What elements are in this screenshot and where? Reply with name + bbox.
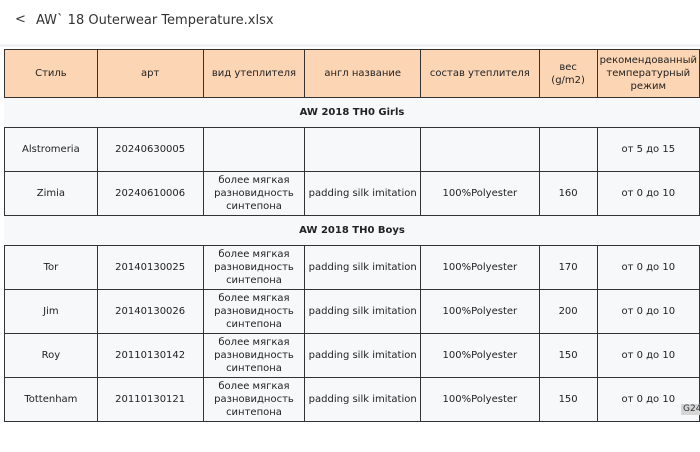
column-header[interactable]: рекомендованный температурный режим: [596, 49, 700, 98]
table-cell[interactable]: Tor: [4, 245, 98, 290]
table-row: Jim 20140130026 более мягкая разновидность…: [4, 289, 700, 334]
spreadsheet-table: Стиль арт вид утеплителя англ название соста…: [4, 49, 700, 422]
table-cell[interactable]: Tottenham: [4, 377, 98, 422]
table-row: Tor 20140130025 более мягкая разновидность…: [4, 245, 700, 290]
table-cell[interactable]: от 0 до 10: [596, 333, 700, 378]
column-header[interactable]: вес (g/m2): [538, 49, 598, 98]
top-bar: < AW` 18 Outerwear Temperature.xlsx: [0, 0, 700, 47]
back-button[interactable]: <: [15, 12, 26, 27]
table-cell[interactable]: padding silk imitation: [304, 289, 421, 334]
table-cell[interactable]: [304, 127, 421, 172]
table-cell[interactable]: более мягкая разновидность синтепона: [202, 245, 306, 290]
table-cell[interactable]: 160: [538, 171, 598, 216]
table-cell[interactable]: 100%Polyester: [419, 377, 540, 422]
table-cell[interactable]: [538, 127, 598, 172]
file-title: AW` 18 Outerwear Temperature.xlsx: [36, 13, 274, 28]
table-row: Tottenham 20110130121 более мягкая разнови…: [4, 377, 700, 422]
column-header[interactable]: арт: [96, 49, 204, 98]
group-title[interactable]: AW 2018 TH0 Boys: [4, 215, 700, 246]
table-cell[interactable]: 20240630005: [96, 127, 204, 172]
table-row: Roy 20110130142 более мягкая разновидность…: [4, 333, 700, 378]
table-cell[interactable]: padding silk imitation: [304, 333, 421, 378]
table-row: Alstromeria 20240630005 от 5 до 15: [4, 127, 700, 172]
cell-reference-tag: G24: [681, 404, 700, 415]
table-cell[interactable]: 150: [538, 333, 598, 378]
table-cell[interactable]: padding silk imitation: [304, 245, 421, 290]
table-cell[interactable]: Roy: [4, 333, 98, 378]
table-cell[interactable]: [202, 127, 306, 172]
column-header[interactable]: состав утеплителя: [419, 49, 540, 98]
table-cell[interactable]: 150: [538, 377, 598, 422]
table-cell[interactable]: от 0 до 10: [596, 245, 700, 290]
table-cell[interactable]: более мягкая разновидность синтепона: [202, 333, 306, 378]
table-cell[interactable]: 20240610006: [96, 171, 204, 216]
table-cell[interactable]: 100%Polyester: [419, 333, 540, 378]
column-header[interactable]: англ название: [304, 49, 421, 98]
table-cell[interactable]: от 0 до 10: [596, 289, 700, 334]
table-cell[interactable]: 100%Polyester: [419, 289, 540, 334]
table-cell[interactable]: более мягкая разновидность синтепона: [202, 289, 306, 334]
table-cell[interactable]: Alstromeria: [4, 127, 98, 172]
table-cell[interactable]: 100%Polyester: [419, 171, 540, 216]
table-cell[interactable]: от 0 до 10: [596, 171, 700, 216]
group-row: AW 2018 TH0 Girls: [4, 97, 700, 128]
table-cell[interactable]: 20140130025: [96, 245, 204, 290]
table-cell[interactable]: 20140130026: [96, 289, 204, 334]
table-cell[interactable]: padding silk imitation: [304, 171, 421, 216]
table-cell[interactable]: [419, 127, 540, 172]
table-cell[interactable]: 20110130121: [96, 377, 204, 422]
table-cell[interactable]: Jim: [4, 289, 98, 334]
table-cell[interactable]: более мягкая разновидность синтепона: [202, 171, 306, 216]
table-cell[interactable]: от 5 до 15: [596, 127, 700, 172]
table-cell[interactable]: Zimia: [4, 171, 98, 216]
table-cell[interactable]: 170: [538, 245, 598, 290]
group-title[interactable]: AW 2018 TH0 Girls: [4, 97, 700, 128]
column-header[interactable]: Стиль: [4, 49, 98, 98]
table-cell[interactable]: 100%Polyester: [419, 245, 540, 290]
table-cell[interactable]: padding silk imitation: [304, 377, 421, 422]
column-header[interactable]: вид утеплителя: [202, 49, 306, 98]
table-cell[interactable]: 200: [538, 289, 598, 334]
table-cell[interactable]: 20110130142: [96, 333, 204, 378]
table-row: Zimia 20240610006 более мягкая разновиднос…: [4, 171, 700, 216]
group-row: AW 2018 TH0 Boys: [4, 215, 700, 246]
table-cell[interactable]: более мягкая разновидность синтепона: [202, 377, 306, 422]
